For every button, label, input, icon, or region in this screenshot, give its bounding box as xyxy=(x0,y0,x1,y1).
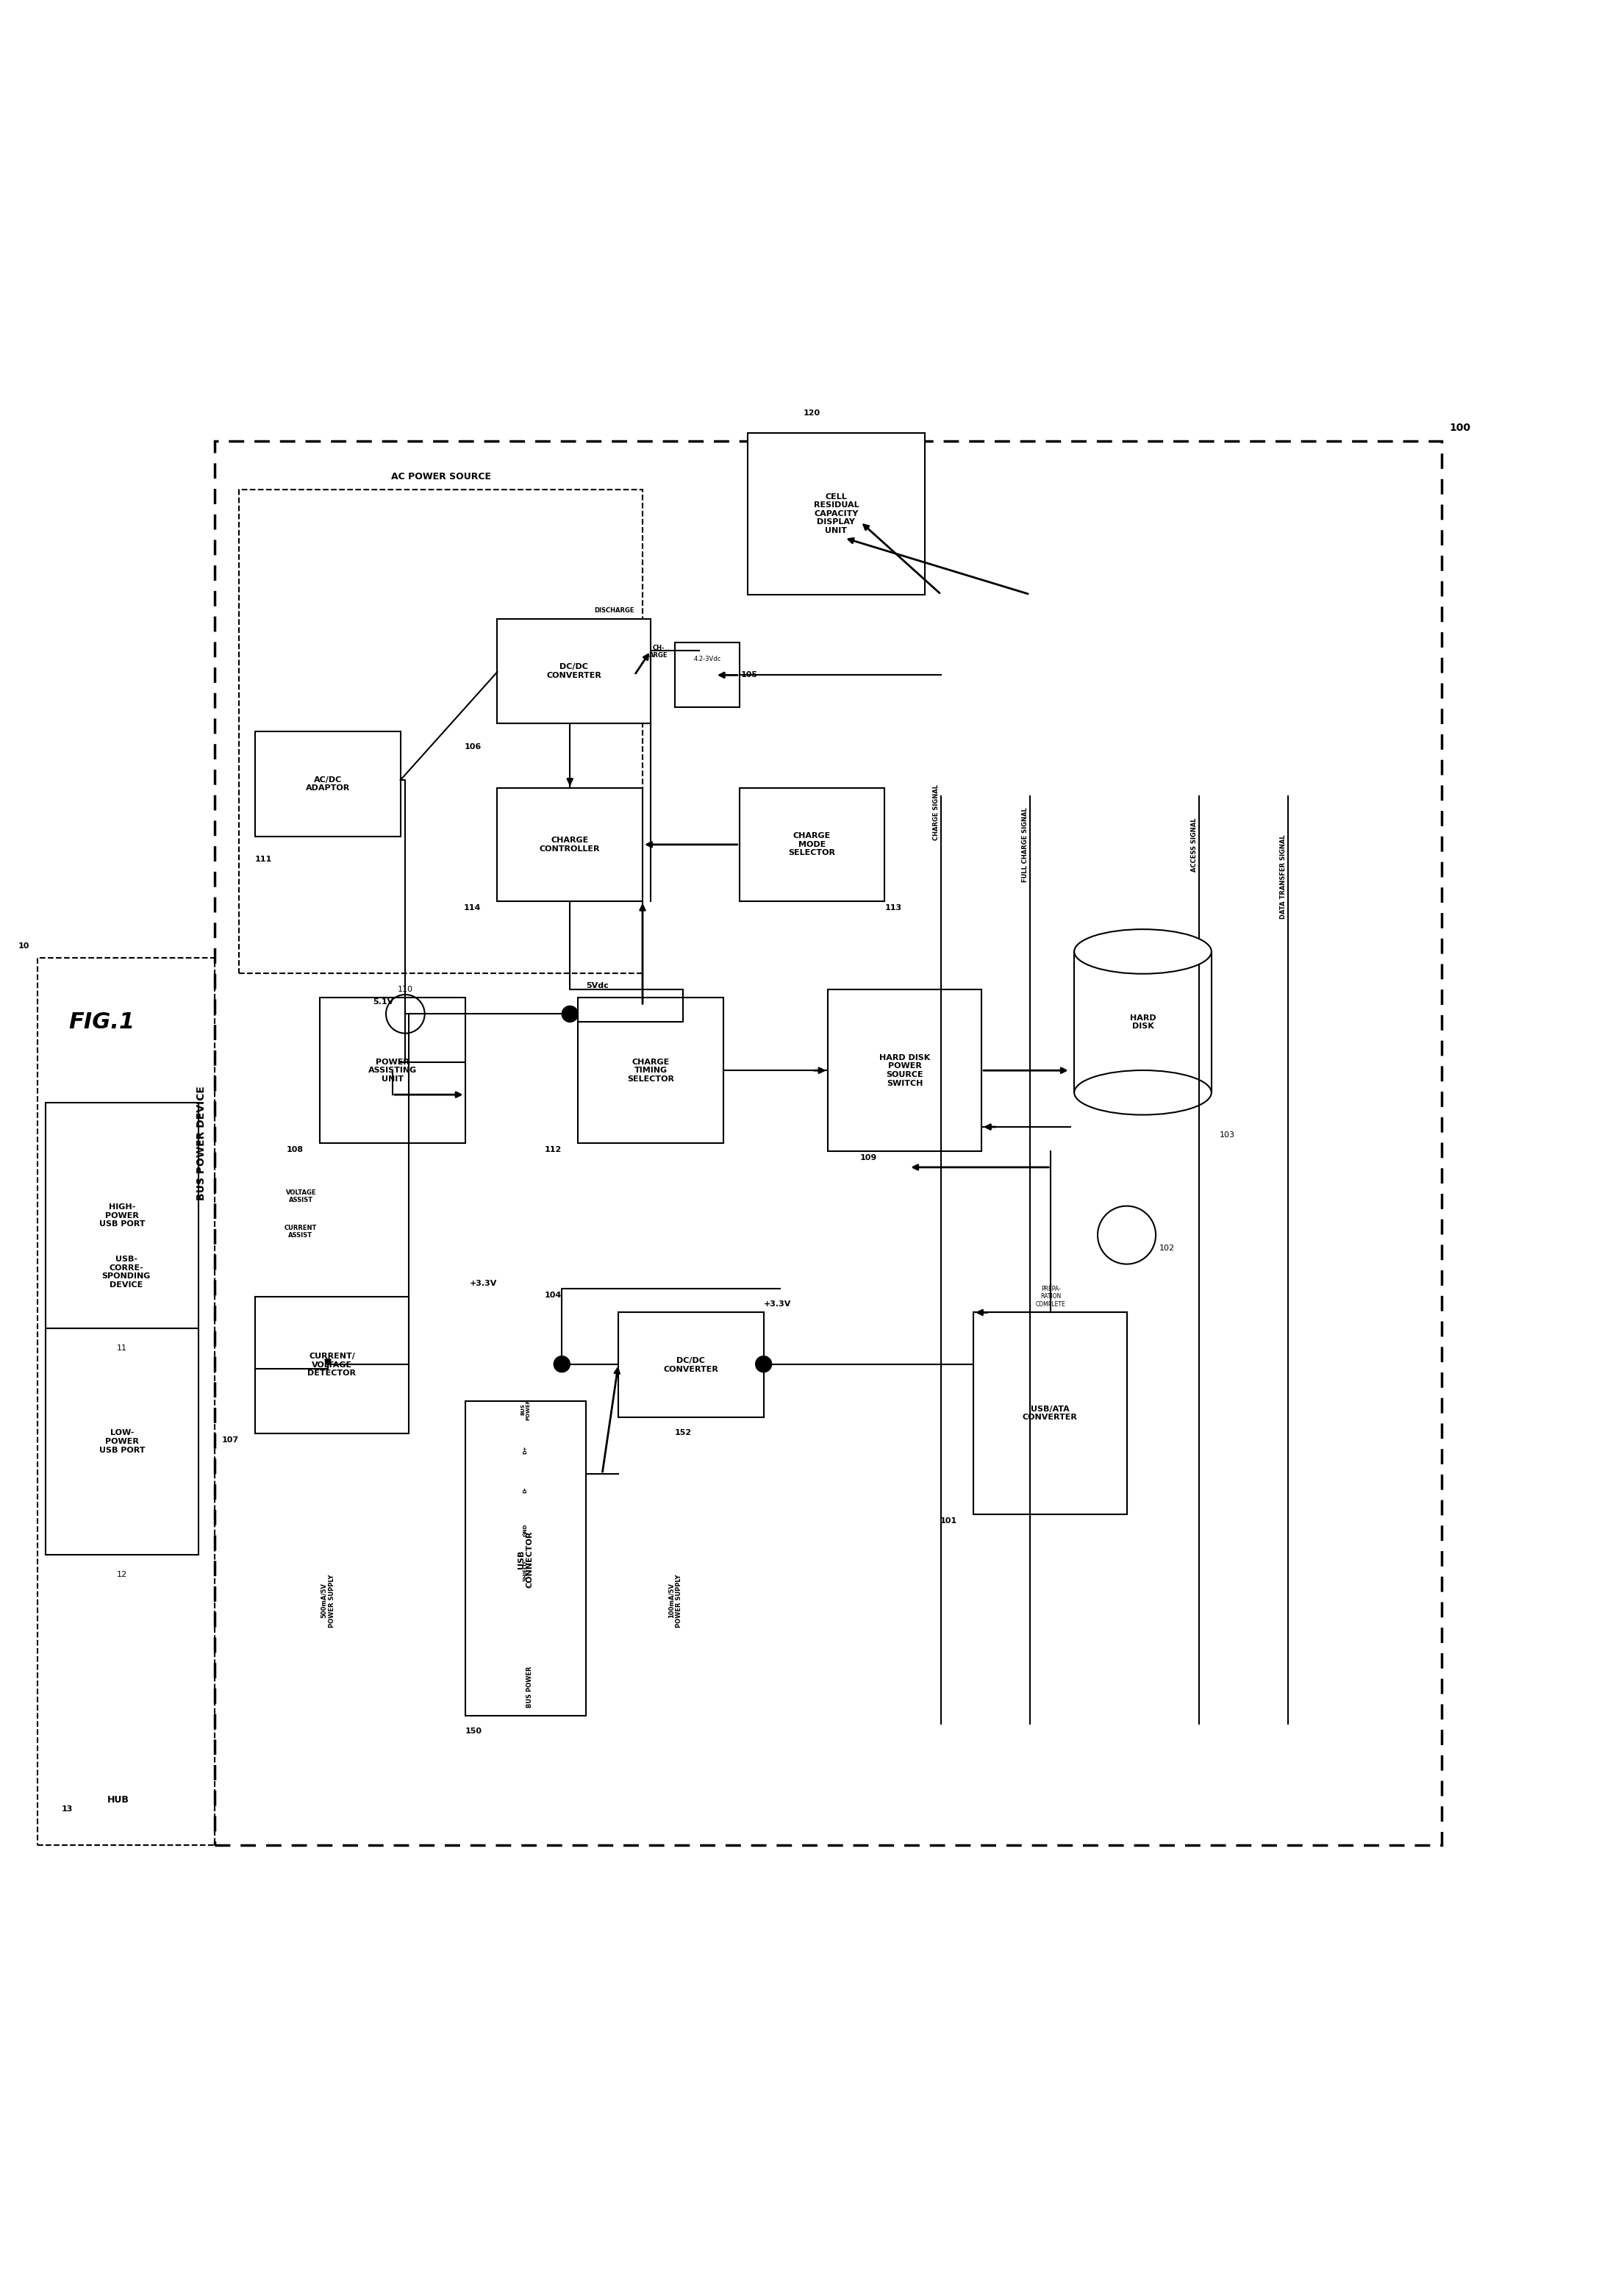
Text: USB/ATA
CONVERTER: USB/ATA CONVERTER xyxy=(1023,1405,1078,1421)
Text: HUB: HUB xyxy=(107,1796,128,1805)
Text: 13: 13 xyxy=(62,1805,73,1814)
Text: 106: 106 xyxy=(464,742,481,751)
Circle shape xyxy=(755,1355,771,1371)
FancyBboxPatch shape xyxy=(676,642,739,708)
Text: D+: D+ xyxy=(523,1446,528,1453)
Text: 4.2-3Vdc: 4.2-3Vdc xyxy=(693,656,721,663)
Text: SHIELD: SHIELD xyxy=(523,1559,528,1580)
Text: USB-
CORRE-
SPONDING
DEVICE: USB- CORRE- SPONDING DEVICE xyxy=(102,1255,151,1289)
Text: 5Vdc: 5Vdc xyxy=(586,983,609,990)
Text: 150: 150 xyxy=(464,1727,482,1734)
FancyBboxPatch shape xyxy=(255,731,401,835)
Text: HARD DISK
POWER
SOURCE
SWITCH: HARD DISK POWER SOURCE SWITCH xyxy=(879,1053,931,1087)
FancyBboxPatch shape xyxy=(45,1328,198,1555)
FancyBboxPatch shape xyxy=(45,1103,198,1328)
FancyBboxPatch shape xyxy=(255,1296,409,1435)
Text: CHARGE
TIMING
SELECTOR: CHARGE TIMING SELECTOR xyxy=(627,1058,674,1083)
Text: FIG.1: FIG.1 xyxy=(68,1012,135,1033)
Text: BUS POWER DEVICE: BUS POWER DEVICE xyxy=(197,1085,206,1201)
FancyBboxPatch shape xyxy=(973,1312,1127,1514)
FancyBboxPatch shape xyxy=(578,999,723,1144)
Text: CHARGE SIGNAL: CHARGE SIGNAL xyxy=(934,785,940,840)
Text: PREPA-
RATION
COMPLETE: PREPA- RATION COMPLETE xyxy=(1036,1285,1065,1308)
Text: DISCHARGE: DISCHARGE xyxy=(594,606,635,613)
Text: CURRENT/
VOLTAGE
DETECTOR: CURRENT/ VOLTAGE DETECTOR xyxy=(307,1353,356,1378)
Text: DATA TRANSFER SIGNAL: DATA TRANSFER SIGNAL xyxy=(1280,835,1286,919)
Text: 10: 10 xyxy=(18,942,29,949)
Text: 109: 109 xyxy=(861,1155,877,1162)
FancyBboxPatch shape xyxy=(497,620,651,724)
Text: +3.3V: +3.3V xyxy=(469,1280,497,1287)
Text: AC POWER SOURCE: AC POWER SOURCE xyxy=(391,472,490,481)
Text: AC/DC
ADAPTOR: AC/DC ADAPTOR xyxy=(305,776,351,792)
Text: 102: 102 xyxy=(1160,1244,1174,1251)
Text: BUS POWER: BUS POWER xyxy=(526,1666,533,1707)
Text: 12: 12 xyxy=(117,1571,127,1578)
Text: 11: 11 xyxy=(117,1344,127,1353)
Text: BUS
POWER: BUS POWER xyxy=(521,1398,531,1421)
Text: GND: GND xyxy=(523,1523,528,1537)
FancyBboxPatch shape xyxy=(828,990,981,1151)
FancyBboxPatch shape xyxy=(320,999,464,1144)
Text: DC/DC
CONVERTER: DC/DC CONVERTER xyxy=(664,1357,718,1373)
Text: 107: 107 xyxy=(222,1437,239,1444)
Text: 120: 120 xyxy=(804,409,820,418)
Text: 112: 112 xyxy=(544,1146,562,1153)
Ellipse shape xyxy=(1073,928,1212,974)
FancyBboxPatch shape xyxy=(619,1312,763,1416)
Text: 100mA/5V
POWER SUPPLY: 100mA/5V POWER SUPPLY xyxy=(667,1573,682,1628)
Text: 103: 103 xyxy=(1220,1130,1234,1137)
Circle shape xyxy=(554,1355,570,1371)
Text: POWER
ASSISTING
UNIT: POWER ASSISTING UNIT xyxy=(369,1058,417,1083)
Text: 5.1V: 5.1V xyxy=(374,999,393,1006)
Text: CHARGE
CONTROLLER: CHARGE CONTROLLER xyxy=(539,838,601,854)
FancyBboxPatch shape xyxy=(464,1401,586,1716)
Text: 108: 108 xyxy=(287,1146,304,1153)
Text: CH-
ARGE: CH- ARGE xyxy=(650,645,667,658)
Text: HARD
DISK: HARD DISK xyxy=(1130,1015,1156,1031)
Text: 152: 152 xyxy=(674,1428,692,1437)
Text: HIGH-
POWER
USB PORT: HIGH- POWER USB PORT xyxy=(99,1203,145,1228)
Text: 101: 101 xyxy=(940,1516,957,1525)
Ellipse shape xyxy=(1073,1069,1212,1115)
Text: FULL CHARGE SIGNAL: FULL CHARGE SIGNAL xyxy=(1021,808,1028,883)
FancyBboxPatch shape xyxy=(747,434,926,595)
Text: 105: 105 xyxy=(741,672,758,679)
FancyBboxPatch shape xyxy=(739,788,885,901)
Text: 500mA/5V
POWER SUPPLY: 500mA/5V POWER SUPPLY xyxy=(320,1573,335,1628)
Text: 100: 100 xyxy=(1450,422,1471,434)
Text: 110: 110 xyxy=(398,985,412,992)
Text: D-: D- xyxy=(523,1487,528,1494)
Text: CURRENT
ASSIST: CURRENT ASSIST xyxy=(284,1226,317,1239)
Text: DC/DC
CONVERTER: DC/DC CONVERTER xyxy=(546,663,601,679)
Text: VOLTAGE
ASSIST: VOLTAGE ASSIST xyxy=(286,1189,317,1203)
Circle shape xyxy=(562,1006,578,1021)
Text: CHARGE
MODE
SELECTOR: CHARGE MODE SELECTOR xyxy=(789,833,835,856)
FancyBboxPatch shape xyxy=(1073,951,1212,1092)
Text: 104: 104 xyxy=(544,1292,562,1298)
FancyBboxPatch shape xyxy=(497,788,643,901)
Text: USB
CONNECTOR: USB CONNECTOR xyxy=(518,1530,534,1587)
Text: 113: 113 xyxy=(885,903,901,913)
Text: 111: 111 xyxy=(255,856,273,863)
Text: CELL
RESIDUAL
CAPACITY
DISPLAY
UNIT: CELL RESIDUAL CAPACITY DISPLAY UNIT xyxy=(814,493,859,533)
Text: 114: 114 xyxy=(464,903,481,913)
Text: LOW-
POWER
USB PORT: LOW- POWER USB PORT xyxy=(99,1430,145,1453)
Text: ACCESS SIGNAL: ACCESS SIGNAL xyxy=(1192,817,1199,872)
Text: +3.3V: +3.3V xyxy=(763,1301,791,1308)
